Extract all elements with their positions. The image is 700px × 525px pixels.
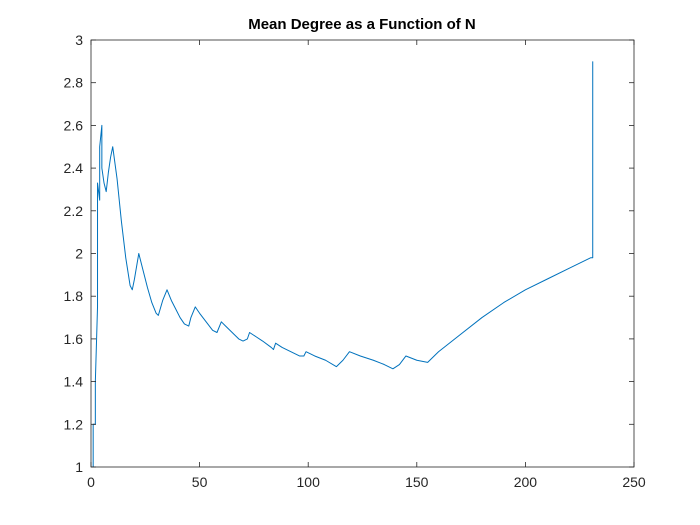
x-tick-label: 250 <box>622 474 646 490</box>
y-tick-label: 1 <box>75 459 83 475</box>
y-tick-label: 2.4 <box>64 160 84 176</box>
chart-title: Mean Degree as a Function of N <box>248 16 476 33</box>
x-tick-label: 50 <box>192 474 208 490</box>
y-tick-label: 2.2 <box>64 203 84 219</box>
y-tick-label: 1.8 <box>64 288 84 304</box>
x-tick-label: 200 <box>514 474 538 490</box>
x-tick-label: 100 <box>297 474 321 490</box>
x-tick-label: 150 <box>405 474 429 490</box>
y-tick-label: 2.6 <box>64 117 84 133</box>
y-tick-label: 1.4 <box>64 374 84 390</box>
y-tick-label: 2 <box>75 246 83 262</box>
series-line-0 <box>92 61 594 467</box>
y-tick-label: 2.8 <box>64 75 84 91</box>
axes-box <box>90 39 635 468</box>
x-tick-label: 0 <box>87 474 95 490</box>
y-tick-label: 3 <box>75 32 83 48</box>
y-tick-label: 1.2 <box>64 416 84 432</box>
y-tick-label: 1.6 <box>64 331 84 347</box>
